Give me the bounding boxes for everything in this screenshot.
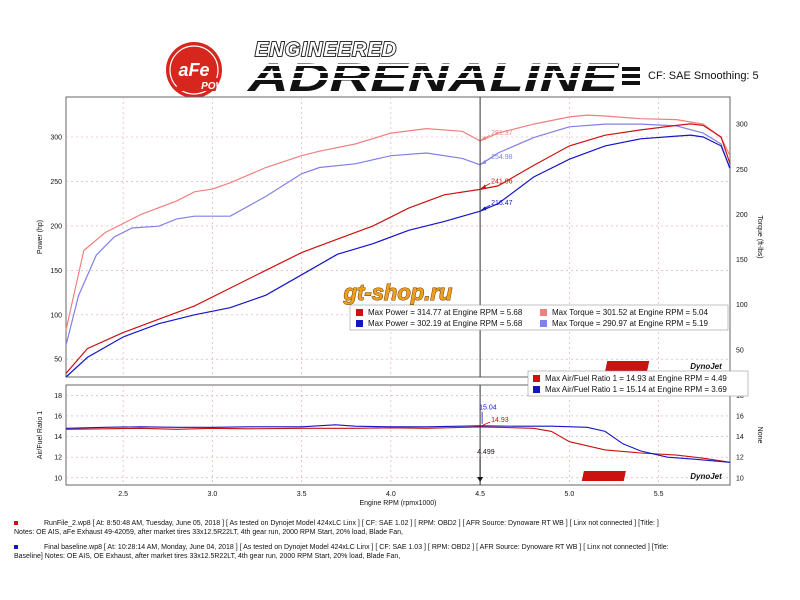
legend-swatch: [533, 386, 540, 393]
annotation-label: 14.93: [491, 417, 509, 424]
right-tick-label: 16: [736, 413, 744, 420]
torque-tick-label: 250: [736, 167, 748, 174]
top-annotations: 281.37 254.98 241.06 216.47: [480, 130, 513, 211]
legend-afr-run1: Max Air/Fuel Ratio 1 = 14.93 at Engine R…: [545, 374, 727, 383]
legend-afr-run2: Max Air/Fuel Ratio 1 = 15.14 at Engine R…: [545, 385, 727, 394]
annotation-label: 281.37: [491, 130, 513, 137]
annotation-label: 241.06: [491, 178, 513, 185]
dynojet-logo-top: DynoJet: [605, 361, 722, 371]
afr-line-run2: [65, 424, 731, 463]
afr-tick-label: 10: [54, 475, 62, 482]
torque-tick-label: 200: [736, 212, 748, 219]
top-series: [65, 97, 731, 378]
x-tick-label: 5.0: [564, 491, 574, 498]
power-tick-label: 50: [54, 357, 62, 364]
annotation-label: 216.47: [491, 200, 513, 207]
run2-line2: Baseline] Notes: OE AIS, OE Exhaust, aft…: [14, 553, 401, 560]
annotation-label: 254.98: [491, 154, 513, 161]
legend-swatch: [540, 309, 547, 316]
legend-swatch: [540, 320, 547, 327]
right-tick-label: 18: [736, 393, 744, 400]
legend-swatch: [356, 320, 363, 327]
x-tick-label: 2.5: [118, 491, 128, 498]
run2-line1: Final baseline.wp8 [ At: 10:28:14 AM, Mo…: [44, 544, 669, 551]
logo-brand: aFe: [178, 60, 209, 80]
watermark: gt-shop.ru: [342, 280, 453, 306]
watermark-text: gt-shop.ru: [343, 280, 453, 305]
afr-line-run1: [65, 426, 731, 463]
annotation-arrow: [480, 421, 491, 427]
run1-line2: Notes: OE AIS, aFe Exhaust 49-42059, aft…: [14, 529, 403, 536]
legend-power-run2: Max Power = 302.19 at Engine RPM = 5.68: [368, 319, 523, 328]
legend-power-run1: Max Power = 314.77 at Engine RPM = 5.68: [368, 308, 523, 317]
afr-tick-label: 16: [54, 413, 62, 420]
cursor-readout-label: 4.499: [477, 449, 495, 456]
x-tick-label: 3.5: [297, 491, 307, 498]
torque-tick-label: 150: [736, 257, 748, 264]
chart-settings: CF: SAE Smoothing: 5: [648, 70, 759, 82]
top-plot-frame: [65, 96, 731, 378]
legend-torque-run1: Max Torque = 301.52 at Engine RPM = 5.04: [552, 308, 709, 317]
run1-line1: RunFile_2.wp8 [ At: 8:50:48 AM, Tuesday,…: [44, 520, 659, 527]
cursor-readout-arrowhead: [477, 477, 484, 482]
power-tick-label: 200: [50, 223, 62, 230]
power-line-run1: [65, 123, 731, 374]
legend-torque-run2: Max Torque = 290.97 at Engine RPM = 5.19: [552, 319, 709, 328]
top-legend: Max Power = 314.77 at Engine RPM = 5.68 …: [349, 304, 729, 331]
bottom-axes: 10 12 14 16 18 10 12 14 16 18: [54, 393, 744, 482]
torque-axis-label: Torque (ft-lbs): [756, 215, 763, 258]
torque-line-run2: [65, 123, 731, 346]
afr-tick-label: 12: [54, 455, 62, 462]
legend-swatch: [356, 309, 363, 316]
power-tick-label: 300: [50, 135, 62, 142]
top-axes: 2.5 3.0 3.5 4.0 4.5 5.0 5.5 50 100 150 200 250 300 50…: [50, 122, 747, 498]
run-notes-1: RunFile_2.wp8 [ At: 8:50:48 AM, Tuesday,…: [14, 519, 659, 537]
x-tick-label: 4.5: [475, 491, 485, 498]
torque-tick-label: 300: [736, 122, 748, 129]
afr-tick-label: 14: [54, 434, 62, 441]
afr-tick-label: 18: [54, 393, 62, 400]
right-tick-label: 14: [736, 434, 744, 441]
dynojet-logo-text: DynoJet: [690, 472, 722, 481]
torque-tick-label: 50: [736, 347, 744, 354]
run1-marker: [14, 521, 18, 525]
x-tick-label: 4.0: [386, 491, 396, 498]
header: aFe POWER ENGINEERED ADRENALINE CF: SAE …: [166, 38, 759, 100]
none-axis-label: None: [756, 427, 763, 444]
title-top: ENGINEERED: [255, 39, 397, 61]
annotation-arrowhead: [481, 206, 487, 211]
logo-sub: POWER: [201, 81, 240, 92]
torque-tick-label: 100: [736, 302, 748, 309]
power-axis-label: Power (hp): [37, 220, 44, 254]
bottom-annotations: 15.04 14.93 4.499: [477, 405, 509, 482]
bottom-legend: Max Air/Fuel Ratio 1 = 14.93 at Engine R…: [527, 370, 749, 397]
bottom-grid: [66, 385, 730, 485]
bottom-plot-frame: [65, 384, 731, 486]
annotation-arrowhead: [481, 184, 487, 189]
dynojet-logo-bottom: DynoJet: [581, 471, 722, 481]
annotation-arrowhead: [481, 135, 487, 140]
power-line-run2: [65, 134, 731, 378]
torque-line-run1: [65, 114, 731, 331]
afr-axis-label: Air/Fuel Ratio 1: [37, 411, 44, 459]
power-tick-label: 150: [50, 268, 62, 275]
dynojet-logo-text: DynoJet: [690, 362, 722, 371]
right-tick-label: 10: [736, 475, 744, 482]
power-torque-plot: 281.37 254.98 241.06 216.47 2.5 3.0 3.5 4.0 4.5…: [37, 96, 763, 498]
power-tick-label: 100: [50, 312, 62, 319]
afe-logo: aFe POWER: [166, 42, 240, 98]
right-tick-label: 12: [736, 455, 744, 462]
run-notes-2: Final baseline.wp8 [ At: 10:28:14 AM, Mo…: [14, 543, 669, 561]
annotation-arrowhead: [481, 159, 487, 164]
x-tick-label: 3.0: [207, 491, 217, 498]
annotation-label: 15.04: [479, 405, 497, 412]
air-fuel-plot: 15.04 14.93 4.499 10 12 14 16 18 10 12 14 16 18 Air…: [37, 370, 763, 507]
legend-swatch: [533, 375, 540, 382]
run2-marker: [14, 545, 18, 549]
x-tick-label: 5.5: [654, 491, 664, 498]
power-tick-label: 250: [50, 179, 62, 186]
x-axis-label: Engine RPM (rpmx1000): [359, 500, 436, 507]
